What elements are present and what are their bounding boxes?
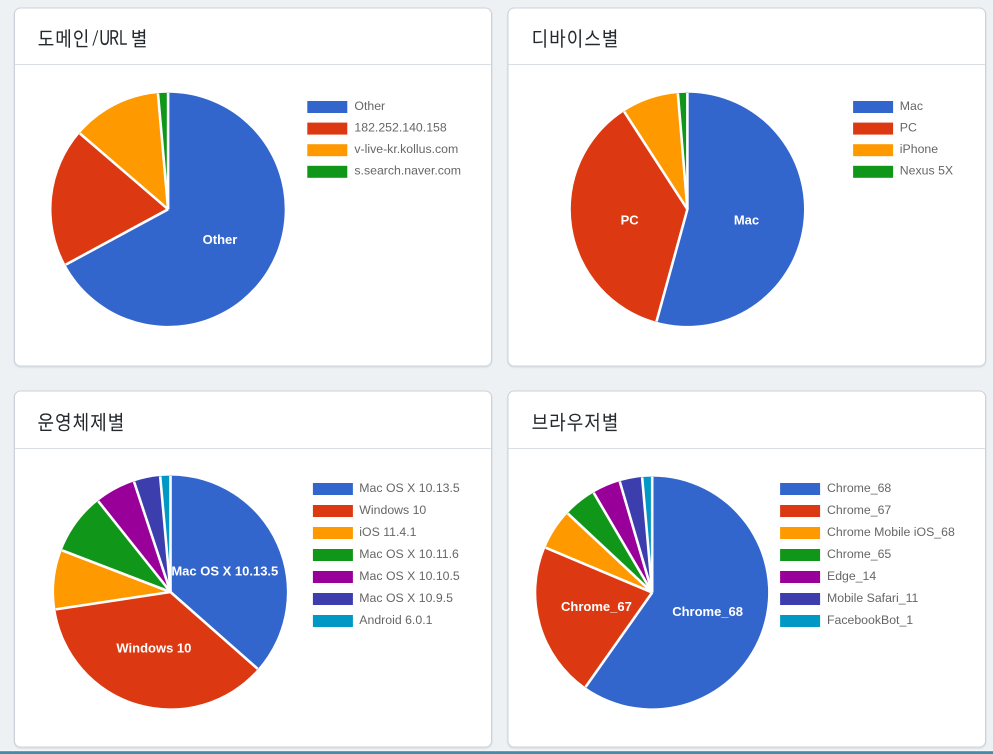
svg-text:Mac: Mac xyxy=(900,99,923,113)
svg-text:Chrome_68: Chrome_68 xyxy=(827,481,891,495)
svg-text:Chrome_68: Chrome_68 xyxy=(672,604,743,619)
svg-text:PC: PC xyxy=(900,121,917,135)
svg-text:Mac: Mac xyxy=(734,212,759,227)
svg-text:Mac OS X 10.11.6: Mac OS X 10.11.6 xyxy=(359,547,459,561)
svg-text:Mac OS X 10.10.5: Mac OS X 10.10.5 xyxy=(359,569,460,583)
svg-text:Android 6.0.1: Android 6.0.1 xyxy=(359,613,432,627)
svg-text:Other: Other xyxy=(203,232,238,247)
svg-text:Mac OS X 10.13.5: Mac OS X 10.13.5 xyxy=(359,481,460,495)
svg-text:Chrome Mobile iOS_68: Chrome Mobile iOS_68 xyxy=(827,525,955,539)
svg-text:v-live-kr.kollus.com: v-live-kr.kollus.com xyxy=(354,142,458,156)
svg-text:Windows 10: Windows 10 xyxy=(359,503,426,517)
svg-text:Mac OS X 10.9.5: Mac OS X 10.9.5 xyxy=(359,591,453,605)
svg-text:iPhone: iPhone xyxy=(900,142,938,156)
svg-text:Edge_14: Edge_14 xyxy=(827,569,876,583)
svg-text:Windows 10: Windows 10 xyxy=(116,641,191,656)
svg-text:Chrome_67: Chrome_67 xyxy=(561,599,632,614)
svg-text:s.search.naver.com: s.search.naver.com xyxy=(354,164,461,178)
svg-text:Mac OS X 10.13.5: Mac OS X 10.13.5 xyxy=(171,563,278,578)
svg-text:Chrome_67: Chrome_67 xyxy=(827,503,891,517)
svg-text:Other: Other xyxy=(354,99,385,113)
svg-text:Mobile Safari_11: Mobile Safari_11 xyxy=(827,591,919,605)
svg-text:Chrome_65: Chrome_65 xyxy=(827,547,891,561)
svg-text:Nexus 5X: Nexus 5X xyxy=(900,164,953,178)
svg-text:PC: PC xyxy=(621,212,640,227)
svg-text:iOS 11.4.1: iOS 11.4.1 xyxy=(359,525,416,539)
svg-text:182.252.140.158: 182.252.140.158 xyxy=(354,121,446,135)
svg-text:FacebookBot_1: FacebookBot_1 xyxy=(827,613,913,627)
